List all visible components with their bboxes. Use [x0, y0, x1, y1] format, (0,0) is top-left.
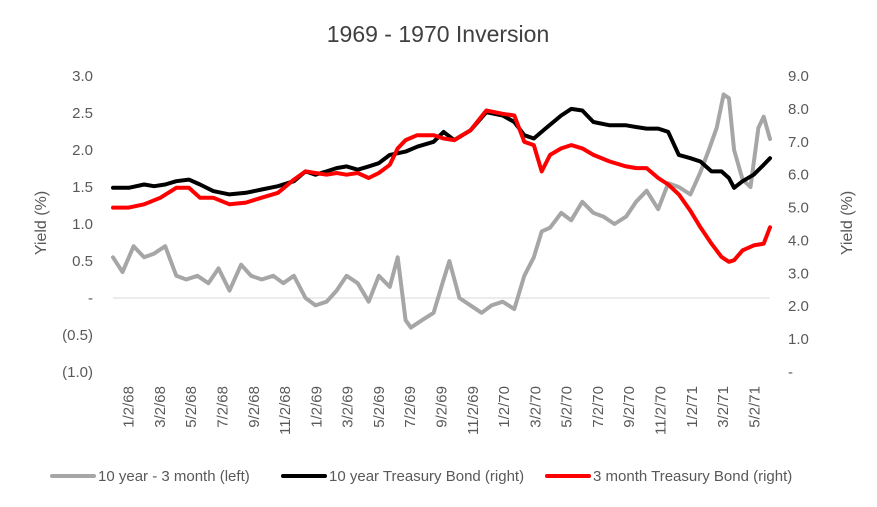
y-tick-left: 1.5 [72, 179, 93, 196]
x-tick-label: 1/2/68 [121, 386, 138, 428]
y-tick-right: 7.0 [788, 134, 809, 151]
x-tick-label: 7/2/68 [215, 386, 232, 428]
x-tick-label: 7/2/69 [402, 386, 419, 428]
y-tick-right: 9.0 [788, 68, 809, 85]
y-axis-title-right: Yield (%) [839, 191, 856, 255]
x-tick-label: 5/2/70 [559, 386, 576, 428]
y-tick-right: 6.0 [788, 167, 809, 184]
x-tick-label: 5/2/69 [371, 386, 388, 428]
x-tick-label: 1/2/70 [496, 386, 513, 428]
x-tick-label: 11/2/68 [277, 386, 294, 435]
y-tick-right: - [788, 364, 793, 381]
y-axis-title-left: Yield (%) [33, 191, 50, 255]
y-tick-left: 0.5 [72, 253, 93, 270]
x-tick-label: 9/2/69 [434, 386, 451, 428]
y-tick-right: 2.0 [788, 298, 809, 315]
y-tick-left: - [88, 290, 93, 307]
x-tick-label: 1/2/69 [308, 386, 325, 428]
x-tick-label: 3/2/70 [527, 386, 544, 428]
legend-label-2: 3 month Treasury Bond (right) [593, 468, 792, 485]
chart-title: 1969 - 1970 Inversion [327, 21, 550, 47]
y-tick-right: 5.0 [788, 200, 809, 217]
x-tick-label: 3/2/69 [340, 386, 357, 428]
x-tick-label: 9/2/70 [621, 386, 638, 428]
y-tick-left: (0.5) [62, 327, 93, 344]
y-tick-left: 3.0 [72, 68, 93, 85]
x-tick-label: 9/2/68 [246, 386, 263, 428]
y-tick-left: 1.0 [72, 216, 93, 233]
x-tick-label: 11/2/70 [653, 386, 670, 435]
y-tick-right: 3.0 [788, 265, 809, 282]
x-tick-label: 3/2/68 [152, 386, 169, 428]
legend-label-1: 10 year Treasury Bond (right) [329, 468, 524, 485]
x-tick-label: 1/2/71 [684, 386, 701, 428]
series-line-2 [111, 108, 772, 264]
y-tick-left: 2.5 [72, 105, 93, 122]
legend-label-0: 10 year - 3 month (left) [98, 468, 250, 485]
x-tick-label: 11/2/69 [465, 386, 482, 435]
x-tick-label: 5/2/71 [746, 386, 763, 428]
y-tick-left: 2.0 [72, 142, 93, 159]
y-tick-right: 4.0 [788, 232, 809, 249]
series-line-0 [111, 92, 772, 330]
series-line-1 [111, 106, 772, 197]
x-tick-label: 7/2/70 [590, 386, 607, 428]
y-tick-right: 1.0 [788, 331, 809, 348]
x-tick-label: 5/2/68 [183, 386, 200, 428]
y-tick-right: 8.0 [788, 101, 809, 118]
x-tick-label: 3/2/71 [715, 386, 732, 428]
y-tick-left: (1.0) [62, 364, 93, 381]
